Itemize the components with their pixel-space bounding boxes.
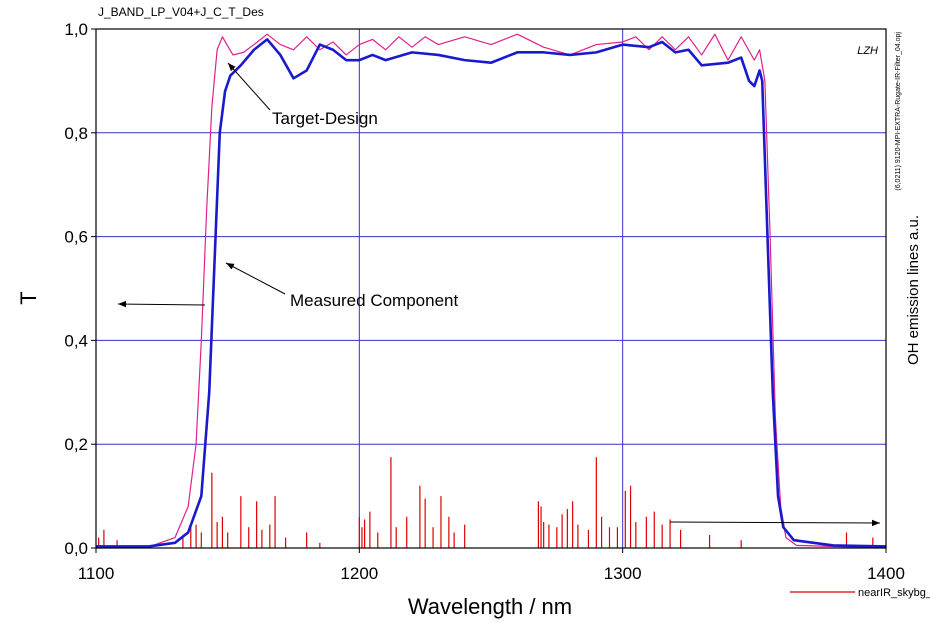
x-tick-label: 1100: [78, 564, 115, 583]
measured-arrow: [225, 262, 286, 295]
y-tick-label: 0,6: [64, 228, 88, 247]
target-annotation: Target-Design: [272, 109, 378, 128]
lzh-label: LZH: [857, 45, 878, 57]
measured-annotation: Measured Component: [290, 291, 458, 310]
y2-axis-label: OH emission lines a.u.: [905, 215, 922, 365]
marks: [95, 33, 887, 549]
y-tick-label: 0,2: [64, 435, 88, 454]
y-tick-label: 0,4: [64, 331, 88, 350]
series-line: [96, 38, 887, 548]
y-axis-label: T: [16, 291, 41, 304]
y-tick-label: 0,0: [64, 539, 88, 558]
x-tick-label: 1300: [604, 564, 642, 583]
y-tick-label: 0,8: [64, 124, 88, 143]
target-arrow: [227, 62, 271, 111]
series-line: [95, 33, 887, 549]
chart-title: J_BAND_LP_V04+J_C_T_Des: [98, 5, 264, 19]
left-axis-arrow: [117, 300, 206, 308]
x-tick-label: 1400: [867, 564, 905, 583]
legend-label: nearIR_skybg_16_15: [858, 587, 930, 599]
file-label: (6,0211) 9120-MPI-EXTRA-Rugate-IR-Filter…: [895, 32, 902, 191]
x-axis-label: Wavelength / nm: [408, 594, 572, 619]
right-axis-arrow: [669, 519, 881, 527]
plot-frame: [95, 28, 887, 549]
x-tick-label: 1200: [340, 564, 378, 583]
y-tick-label: 1,0: [64, 20, 88, 39]
